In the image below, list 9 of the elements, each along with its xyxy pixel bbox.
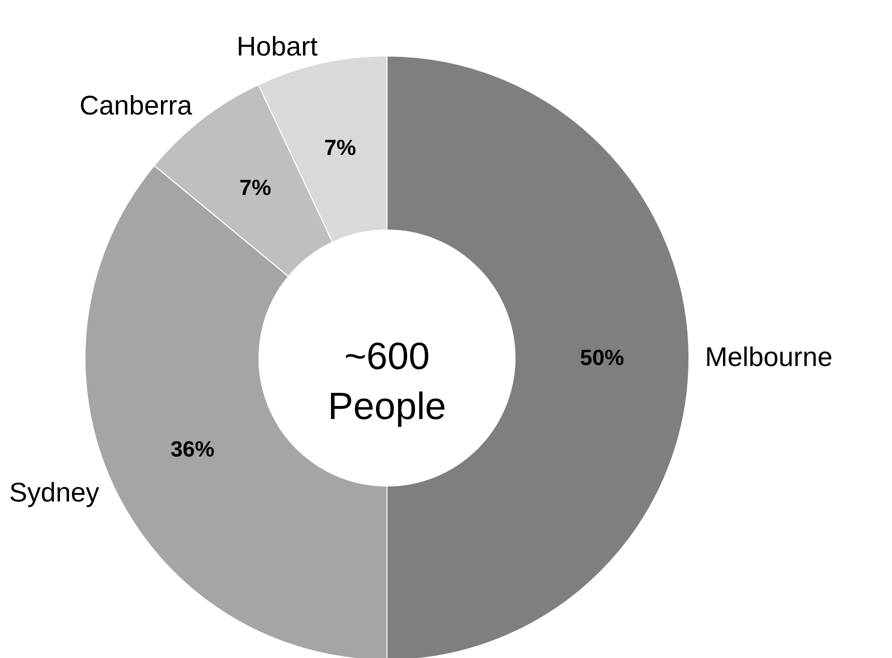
data-label: 7%	[324, 135, 356, 160]
data-label: 36%	[170, 436, 214, 462]
slice-label: Hobart	[236, 32, 318, 62]
slice-label: Sydney	[9, 477, 100, 508]
slice-label: Canberra	[80, 90, 194, 121]
data-label: 7%	[239, 175, 272, 200]
text: ~600 People	[328, 336, 446, 428]
slice-label: Melbourne	[705, 342, 833, 372]
data-label: 50%	[580, 345, 624, 370]
